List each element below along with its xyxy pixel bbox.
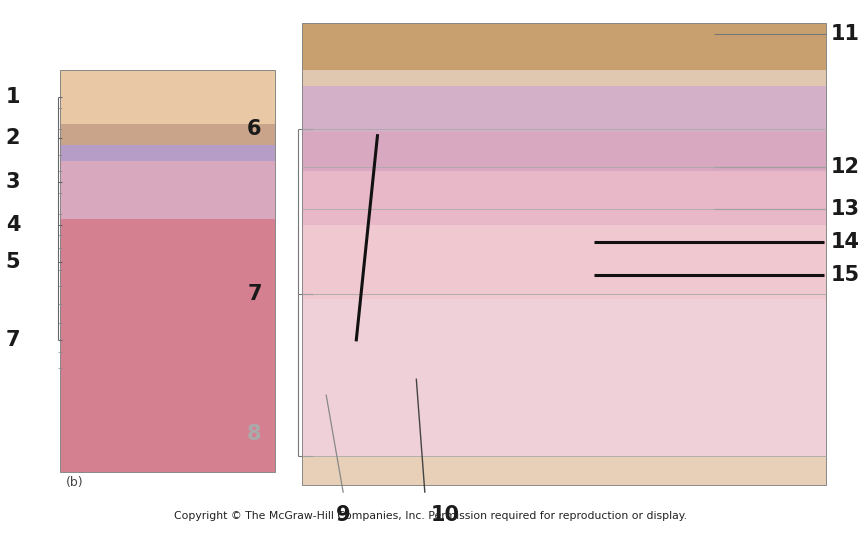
Text: 1: 1 — [6, 87, 20, 107]
Bar — [60, 70, 274, 472]
Text: 8: 8 — [247, 425, 261, 444]
Text: 13: 13 — [832, 199, 860, 218]
Bar — [302, 456, 826, 485]
Bar — [302, 299, 826, 456]
Bar — [302, 87, 826, 131]
Bar — [60, 145, 274, 161]
Text: 9: 9 — [336, 505, 351, 525]
Text: 12: 12 — [832, 157, 860, 177]
Text: 4: 4 — [6, 215, 20, 234]
Text: 11: 11 — [832, 25, 860, 44]
Text: Copyright © The McGraw-Hill Companies, Inc. Permission required for reproduction: Copyright © The McGraw-Hill Companies, I… — [174, 511, 687, 521]
Bar — [302, 70, 826, 87]
Bar — [302, 171, 826, 224]
Bar — [60, 219, 274, 472]
Text: 6: 6 — [247, 119, 261, 139]
Text: 3: 3 — [6, 172, 20, 192]
Bar — [302, 131, 826, 171]
Bar — [60, 70, 274, 123]
Bar — [302, 22, 826, 70]
Bar — [60, 70, 274, 472]
Text: 7: 7 — [6, 331, 20, 350]
Bar — [302, 22, 826, 485]
Bar — [60, 123, 274, 145]
Text: 2: 2 — [6, 129, 20, 148]
Text: 5: 5 — [6, 252, 20, 272]
Text: 10: 10 — [431, 505, 460, 525]
Text: 7: 7 — [247, 284, 261, 303]
Text: 15: 15 — [832, 265, 860, 285]
Bar — [302, 224, 826, 299]
Text: (b): (b) — [66, 476, 83, 489]
Text: 14: 14 — [832, 232, 860, 252]
Bar — [60, 161, 274, 219]
